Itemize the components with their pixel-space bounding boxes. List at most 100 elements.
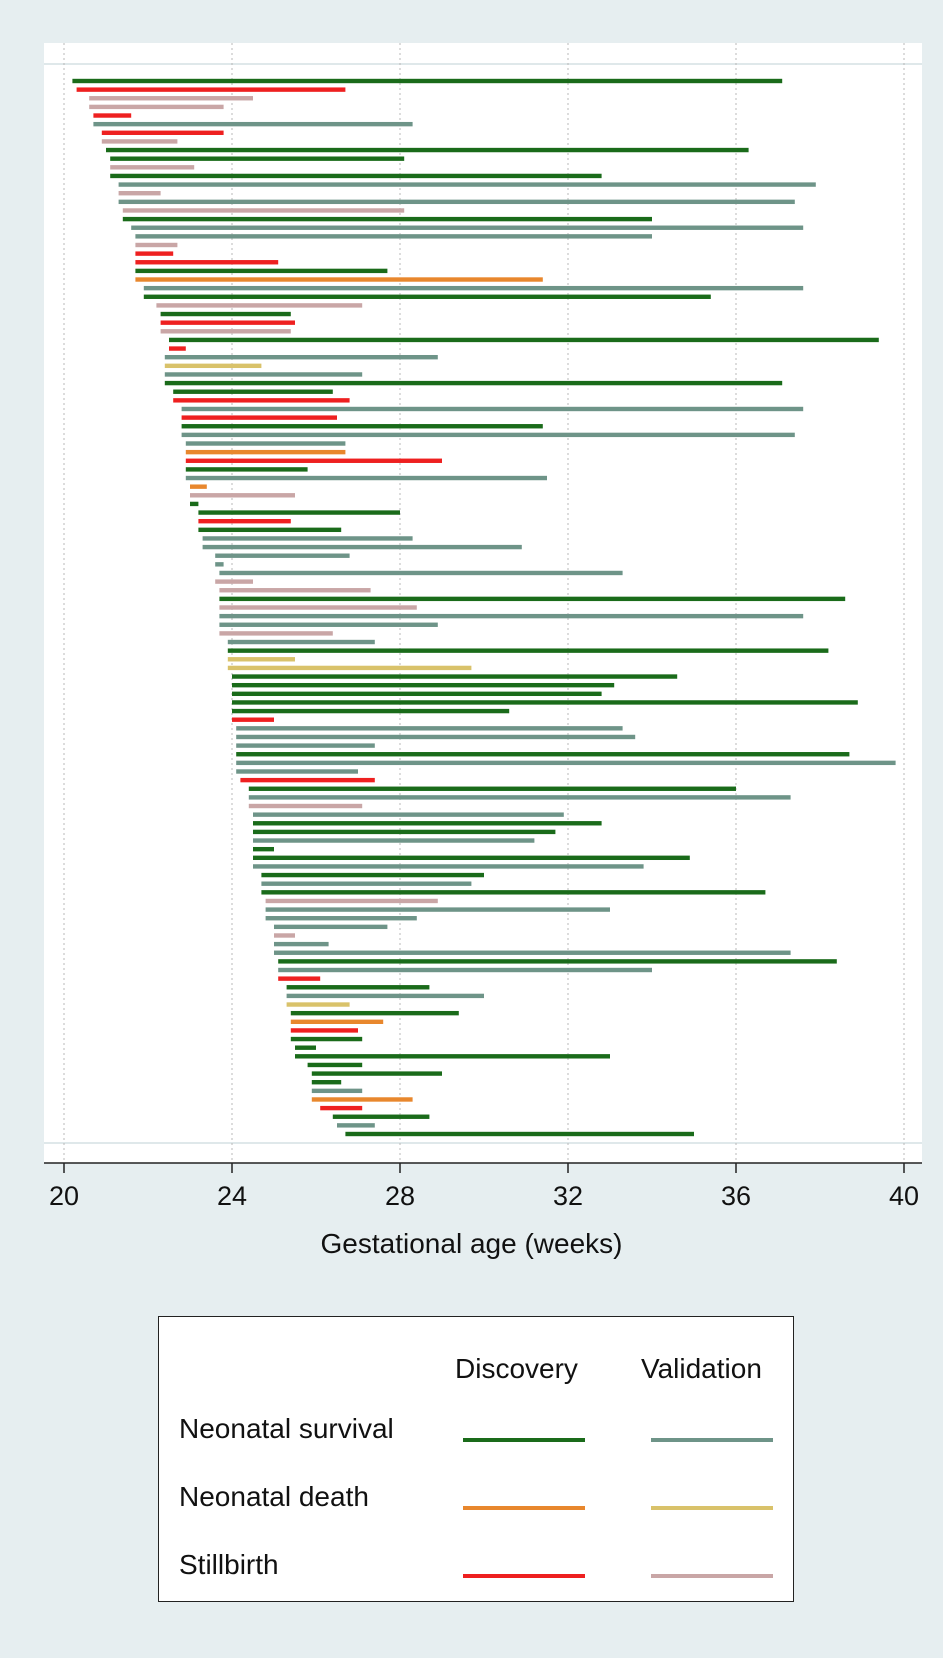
bar-survival-discovery-71 [232,682,615,688]
bar-survival-discovery-17 [122,216,653,222]
bar-survival-discovery-83 [248,786,737,791]
x-tick-label-36: 36 [721,1181,751,1211]
bar-survival-discovery-70 [232,674,678,679]
bar-survival-discovery-95 [261,890,766,895]
bar-survival-discovery-9 [106,147,749,153]
bar-stillbirth-validation-3 [89,96,253,101]
bar-stillbirth-discovery-111 [290,1028,358,1033]
bar-stillbirth-validation-14 [118,191,161,196]
bar-stillbirth-discovery-82 [240,777,375,783]
bar-survival-discovery-28 [160,311,291,317]
bar-survival-discovery-114 [295,1054,610,1059]
bar-survival-discovery-26 [143,294,711,299]
bar-survival-discovery-121 [332,1114,430,1119]
bar-stillbirth-discovery-5 [93,113,132,118]
bar-stillbirth-validation-49 [190,493,295,498]
bar-death-validation-69 [227,665,472,671]
bar-survival-validation-102 [274,950,791,955]
bar-survival-discovery-36 [164,380,783,386]
bar-survival-validation-81 [236,769,358,774]
bar-survival-validation-66 [227,639,375,645]
bar-survival-discovery-106 [286,985,430,990]
legend-swatch-death-validation [651,1506,773,1510]
bar-survival-validation-104 [278,967,652,973]
bar-stillbirth-validation-27 [156,303,363,308]
bar-survival-validation-86 [253,812,564,817]
bar-survival-discovery-79 [236,752,850,757]
bar-survival-discovery-46 [185,467,308,472]
bar-survival-validation-18 [131,225,804,230]
bar-survival-validation-84 [248,795,791,800]
legend: Discovery Validation Neonatal survival N… [158,1316,794,1602]
bar-survival-discovery-112 [290,1036,363,1042]
bar-survival-validation-101 [274,941,329,947]
bar-stillbirth-discovery-7 [101,130,224,135]
bar-survival-discovery-116 [311,1071,442,1076]
bar-death-discovery-119 [311,1097,413,1102]
bar-survival-discovery-51 [198,510,400,515]
bar-survival-discovery-12 [110,173,602,179]
bar-survival-discovery-10 [110,156,405,161]
bar-stillbirth-validation-100 [274,933,295,938]
bar-survival-validation-64 [219,622,438,627]
bar-stillbirth-discovery-22 [135,260,279,265]
x-tick-label-40: 40 [889,1181,919,1211]
bar-survival-discovery-103 [278,959,837,964]
bar-stillbirth-discovery-75 [232,717,274,722]
bar-survival-discovery-61 [219,596,846,602]
x-tick-label-24: 24 [217,1181,247,1211]
bar-stillbirth-discovery-38 [173,398,350,403]
bar-stillbirth-discovery-120 [320,1105,363,1111]
bar-survival-validation-94 [261,881,472,886]
bar-stillbirth-discovery-32 [169,346,186,351]
legend-row-stillbirth: Stillbirth [179,1549,279,1580]
bar-survival-validation-63 [219,613,804,619]
bar-stillbirth-discovery-45 [185,458,443,463]
bar-survival-validation-76 [236,726,623,731]
bar-stillbirth-discovery-29 [160,320,295,325]
x-tick-label-32: 32 [553,1181,583,1211]
legend-swatch-death-discovery [463,1506,585,1510]
bar-survival-validation-54 [202,536,413,541]
bar-stillbirth-validation-60 [219,588,371,593]
bar-survival-validation-15 [118,199,795,205]
bar-survival-discovery-115 [307,1062,363,1068]
x-axis-title: Gestational age (weeks) [320,1228,623,1259]
bar-survival-discovery-109 [290,1010,459,1016]
bar-stillbirth-validation-59 [215,579,253,584]
bar-survival-validation-97 [265,907,610,912]
bar-stillbirth-validation-4 [89,104,224,110]
legend-row-neonatal-survival: Neonatal survival [179,1413,394,1444]
legend-swatch-survival-validation [651,1438,773,1442]
bar-death-validation-34 [164,363,262,369]
bar-survival-validation-78 [236,743,375,748]
bar-survival-discovery-117 [311,1080,342,1085]
bar-stillbirth-validation-85 [248,803,363,809]
bar-survival-validation-25 [143,285,804,291]
bar-survival-discovery-90 [253,846,274,852]
bar-survival-discovery-87 [253,821,602,826]
bar-survival-validation-47 [185,475,548,481]
bar-survival-validation-107 [286,993,484,999]
bar-stillbirth-discovery-105 [278,976,321,981]
x-tick-label-28: 28 [385,1181,415,1211]
bar-survival-validation-99 [274,924,388,930]
bar-survival-validation-80 [236,760,896,766]
bar-survival-validation-122 [337,1123,375,1128]
bar-survival-validation-39 [181,406,804,412]
bar-survival-validation-43 [185,441,346,446]
bar-survival-discovery-123 [345,1131,694,1137]
bar-death-discovery-44 [185,449,346,455]
bar-death-validation-68 [227,657,295,662]
bar-stillbirth-validation-11 [110,165,195,170]
bar-survival-validation-13 [118,182,816,187]
bar-survival-validation-55 [202,544,522,550]
bar-survival-discovery-41 [181,424,543,429]
bar-survival-validation-33 [164,354,438,360]
bar-death-discovery-110 [290,1019,384,1024]
bar-survival-discovery-23 [135,268,388,274]
bar-survival-discovery-72 [232,691,602,697]
bar-survival-discovery-37 [173,389,333,394]
bar-survival-discovery-1 [72,78,783,84]
